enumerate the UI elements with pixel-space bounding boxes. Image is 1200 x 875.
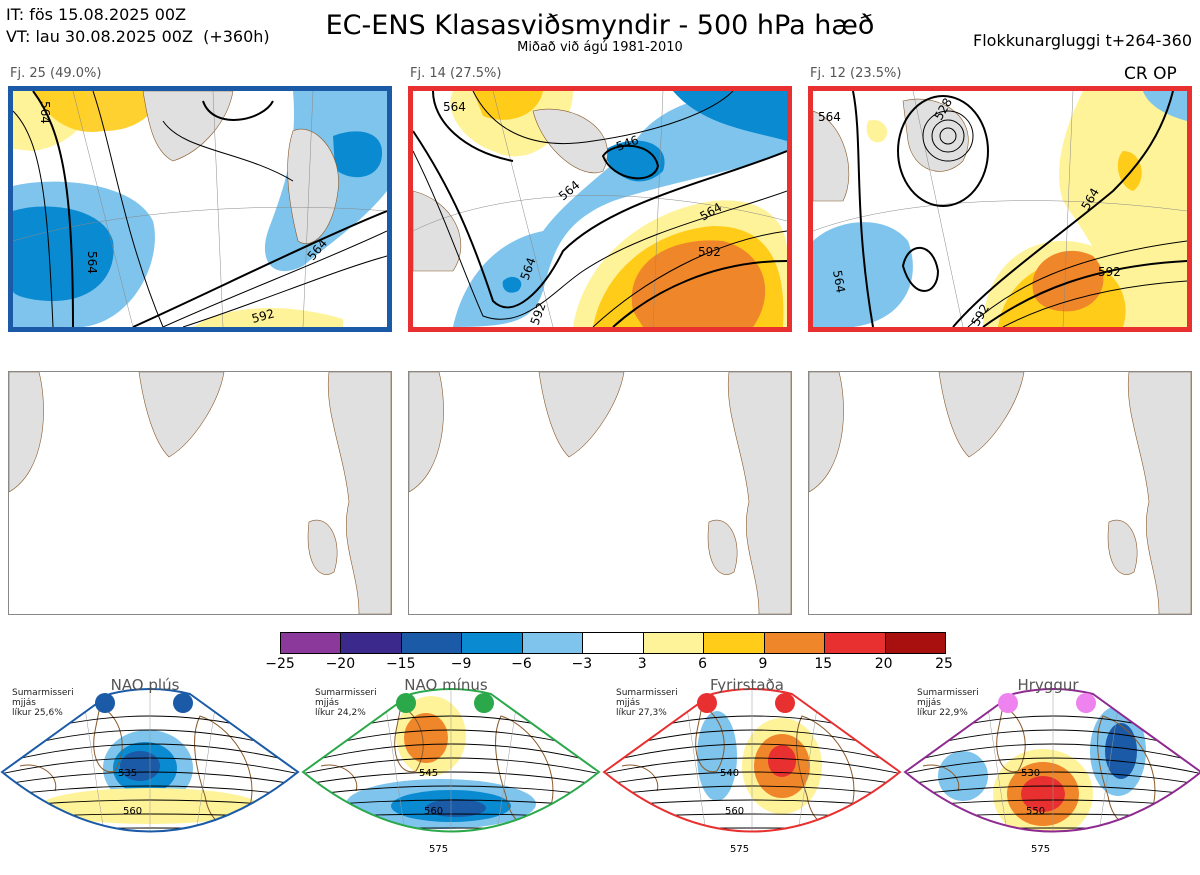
regime-name: NAO mínus [404, 676, 488, 694]
cluster-1-contour-label-1: 564 [85, 251, 99, 274]
colorbar-tick-label: 25 [935, 656, 953, 672]
colorbar-tick-label: 15 [814, 656, 833, 672]
regime-anomaly [1021, 776, 1065, 812]
regime-contour-label: 560 [725, 806, 744, 817]
colorbar-segment [642, 633, 704, 653]
empty-map-3 [808, 371, 1192, 615]
regime-info: Sumarmisseri mjjás líkur 24,2% [315, 688, 377, 718]
regime-anomaly [938, 751, 988, 801]
colorbar-segment [703, 633, 764, 653]
colorbar-tick-label: −20 [325, 656, 356, 672]
regime-dot [95, 693, 115, 713]
cluster-1-contour-label-4: 592 [250, 306, 276, 325]
colorbar-tick-label: −6 [511, 656, 532, 672]
colorbar-tick-label: 20 [874, 656, 893, 672]
colorbar [280, 632, 946, 654]
colorbar-segment [763, 633, 825, 653]
regime-contour-label: 560 [424, 806, 443, 817]
regime-info: Sumarmisseri mjjás líkur 25,6% [12, 688, 74, 718]
cluster-3-contour-label-1: 564 [818, 110, 841, 124]
regime-panel: 545 560 575 NAO mínus Sumarmisseri mjjás lík… [301, 676, 601, 871]
regime-dot [775, 693, 795, 713]
regime-anomaly [768, 745, 796, 777]
page-subtitle: Miðað við ágú 1981-2010 [517, 40, 683, 55]
cluster-2-label: Fj. 14 (27.5%) [410, 66, 502, 81]
regime-contour-label: 560 [123, 806, 142, 817]
regime-contour-label: 530 [1021, 768, 1040, 779]
regime-panel: 540 560 575 Fyrirstaða Sumarmisseri mjjás lí… [602, 676, 902, 871]
regime-contour-label: 550 [1026, 806, 1045, 817]
regime-panel: 530 550 575 Hryggur Sumarmisseri mjjás líkur… [903, 676, 1200, 871]
regime-info: Sumarmisseri mjjás líkur 27,3% [616, 688, 678, 718]
colorbar-tick-label: −3 [571, 656, 593, 672]
regime-anomaly [1105, 723, 1137, 779]
colorbar-tick-label: −9 [450, 656, 472, 672]
regime-dot [396, 693, 416, 713]
regime-anomaly [697, 711, 737, 801]
colorbar-segment [461, 633, 522, 653]
regime-contour-label: 575 [1031, 844, 1050, 855]
colorbar-segment [824, 633, 885, 653]
cluster-3-op-label: CR OP [1124, 64, 1177, 84]
it-line: IT: fös 15.08.2025 00Z [6, 5, 187, 24]
colorbar-segment [400, 633, 462, 653]
cluster-3-contour-label-3: 564 [830, 269, 848, 294]
regime-panel: 535 560 NAO plús Sumarmisseri mjjás líkur 2… [0, 676, 300, 871]
page-title: EC-ENS Klasasviðsmyndir - 500 hPa hæð [325, 10, 875, 41]
regime-contour-label: 575 [730, 844, 749, 855]
cluster-1-map: 564 564 564 592 [8, 86, 392, 332]
empty-map-1 [8, 371, 392, 615]
cluster-3-label: Fj. 12 (23.5%) [810, 66, 902, 81]
colorbar-segment [340, 633, 401, 653]
colorbar-segment [521, 633, 583, 653]
colorbar-tick-label: 3 [637, 656, 647, 672]
regime-info: Sumarmisseri mjjás líkur 22,9% [917, 688, 979, 718]
regime-dot [474, 693, 494, 713]
colorbar-tick-label: −15 [385, 656, 416, 672]
colorbar-tick-label: 9 [758, 656, 768, 672]
regime-anomaly [404, 713, 448, 763]
cluster-2-contour-label-5: 592 [698, 245, 721, 259]
regime-contour-label: 545 [419, 768, 438, 779]
regime-name: NAO plús [110, 676, 180, 694]
colorbar-segment [884, 633, 945, 653]
regime-name: Hryggur [1017, 676, 1079, 694]
cluster-3-contour-label-5: 592 [1098, 265, 1121, 279]
colorbar-segment [582, 633, 643, 653]
colorbar-tick-label: 6 [698, 656, 707, 672]
colorbar-segment [281, 633, 341, 653]
regime-dot [697, 693, 717, 713]
cluster-1-label: Fj. 25 (49.0%) [10, 66, 102, 81]
cluster-2-map: 546 564 564 564 592 592 564 [408, 86, 792, 332]
regime-row: 535 560 NAO plús Sumarmisseri mjjás líkur 2… [0, 676, 1200, 871]
regime-name: Fyrirstaða [710, 676, 784, 694]
regime-dot [998, 693, 1018, 713]
cluster-1-contour-label-2: 564 [38, 101, 52, 124]
regime-contour-label: 540 [720, 768, 739, 779]
header-info: IT: fös 15.08.2025 00Z VT: lau 30.08.202… [6, 4, 270, 48]
vt-line: VT: lau 30.08.2025 00Z (+360h) [6, 27, 270, 46]
regime-contour-label: 575 [429, 844, 448, 855]
regime-dot [173, 693, 193, 713]
regime-anomaly [426, 799, 486, 817]
colorbar-tick-label: −25 [265, 656, 295, 672]
empty-map-2 [408, 371, 792, 615]
regime-contour-label: 535 [118, 768, 137, 779]
regime-dot [1076, 693, 1096, 713]
cluster-3-map: 564 528 564 564 592 592 [808, 86, 1192, 332]
cluster-2-contour-label-7: 564 [443, 100, 466, 114]
classification-window: Flokkunargluggi t+264-360 [973, 31, 1192, 50]
colorbar-ticks: −25 −20 −15 −9 −6 −3 3 6 9 15 20 25 [258, 656, 968, 676]
